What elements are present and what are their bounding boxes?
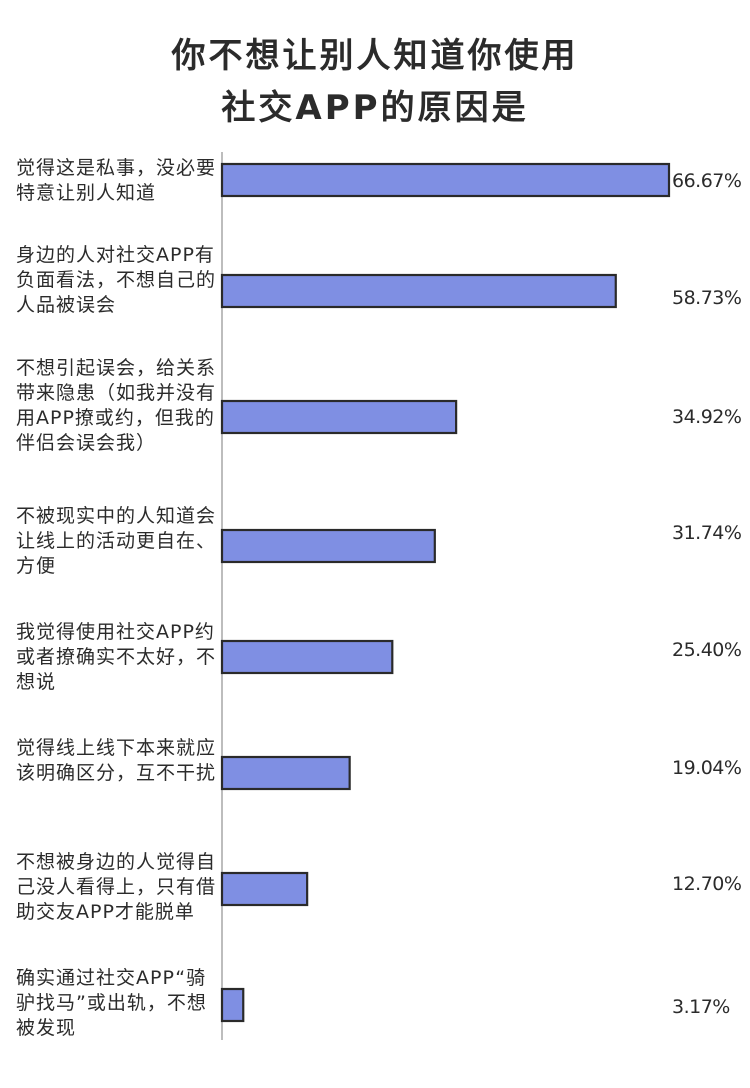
bar-4 [220,528,436,564]
bar-2 [220,273,617,309]
category-label-2: 身边的人对社交APP有负面看法，不想自己的人品被误会 [16,244,217,316]
category-label-7: 不想被身边的人觉得自己没人看得上，只有借助交友APP才能脱单 [16,851,217,923]
category-label-6: 觉得线上线下本来就应该明确区分，互不干扰 [16,737,217,784]
bar-8 [220,987,245,1023]
bar-5 [220,639,394,675]
value-label-4: 31.74% [672,522,742,544]
category-label-3: 不想引起误会，给关系带来隐患（如我并没有用APP撩或约，但我的伴侣会误会我） [16,357,217,454]
category-label-5: 我觉得使用社交APP约或者撩确实不太好，不想说 [16,621,217,693]
chart-title-line-2: 社交APP的原因是 [221,88,529,128]
value-label-7: 12.70% [672,873,742,895]
value-label-2: 58.73% [672,287,742,309]
value-label-6: 19.04% [672,757,742,779]
category-label-8: 确实通过社交APP“骑驴找马”或出轨，不想被发现 [16,967,207,1039]
value-label-5: 25.40% [672,639,742,661]
value-label-3: 34.92% [672,406,742,428]
bar-3 [220,399,458,435]
bar-7 [220,871,309,907]
value-label-8: 3.17% [672,996,730,1018]
category-label-1: 觉得这是私事，没必要特意让别人知道 [16,157,217,204]
value-label-1: 66.67% [672,170,742,192]
chart-title-line-1: 你不想让别人知道你使用 [171,36,579,76]
category-label-4: 不被现实中的人知道会让线上的活动更自在、方便 [16,505,217,577]
bar-1 [220,162,671,198]
chart-title: 你不想让别人知道你使用 社交APP的原因是 [0,30,750,134]
bar-6 [220,755,351,791]
